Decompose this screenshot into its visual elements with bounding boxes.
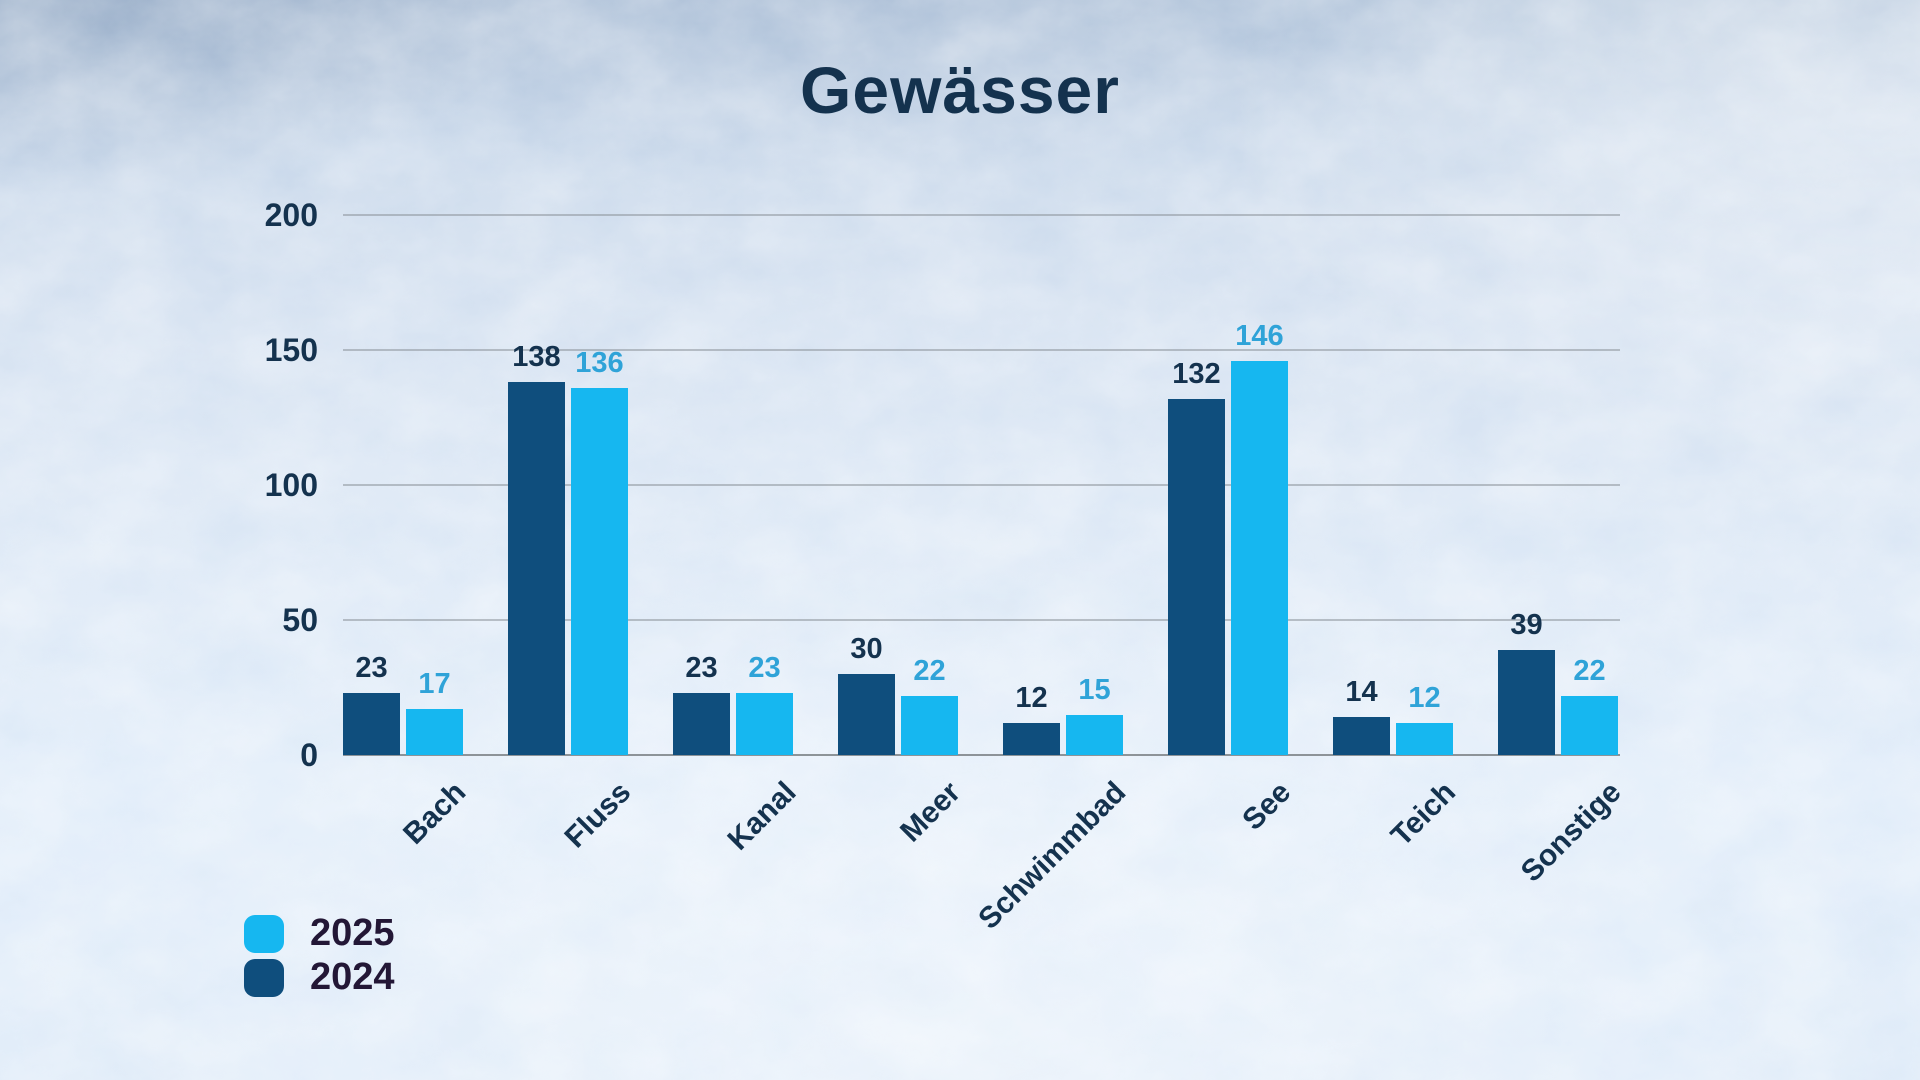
bar-2025-teich [1396, 722, 1453, 755]
chart-legend: 2025 2024 [244, 914, 395, 997]
bar-value-2024-bach: 23 [355, 651, 388, 684]
bar-value-2024-meer: 30 [850, 633, 883, 665]
bar-2024-teich [1333, 717, 1390, 755]
gridline-150 [343, 349, 1620, 351]
bar-2024-meer [838, 674, 895, 755]
gridline-50 [343, 619, 1620, 621]
bar-value-2025-fluss: 136 [575, 346, 624, 379]
bar-value-2025-see: 146 [1235, 319, 1284, 352]
bar-2025-meer [901, 695, 958, 755]
y-axis-tick-0: 0 [300, 737, 318, 773]
x-axis-label-fluss: Fluss [558, 775, 638, 855]
y-axis-tick-50: 50 [282, 602, 318, 638]
bar-2025-see [1231, 360, 1288, 755]
bar-value-2025-sonstige: 22 [1573, 654, 1606, 687]
bar-2025-sonstige [1561, 695, 1618, 755]
bar-2024-bach [343, 692, 400, 755]
x-axis-label-bach: Bach [397, 775, 473, 851]
bar-value-2024-schwimmbad: 12 [1015, 681, 1048, 714]
x-axis-label-meer: Meer [894, 775, 968, 849]
bar-2025-kanal [736, 692, 793, 755]
legend-swatch-2024 [244, 958, 284, 997]
x-axis-label-teich: Teich [1385, 775, 1463, 853]
y-axis-tick-100: 100 [264, 467, 318, 503]
bar-value-2025-bach: 17 [418, 668, 451, 701]
bar-2024-kanal [673, 692, 730, 755]
bar-value-2025-meer: 22 [913, 654, 946, 687]
bar-2024-fluss [508, 382, 565, 755]
x-axis-label-see: See [1236, 775, 1298, 837]
bar-2025-fluss [571, 387, 628, 755]
x-axis-label-sonstige: Sonstige [1514, 775, 1628, 889]
legend-item-2025: 2025 [244, 914, 395, 953]
bar-value-2025-kanal: 23 [748, 651, 781, 684]
bar-2025-bach [406, 709, 463, 755]
bar-2024-sonstige [1498, 649, 1555, 755]
bar-2024-schwimmbad [1003, 722, 1060, 755]
x-axis-label-kanal: Kanal [721, 775, 803, 857]
chart-title: Gewässer [800, 53, 1120, 127]
bar-value-2024-sonstige: 39 [1510, 608, 1543, 641]
bar-value-2025-teich: 12 [1408, 681, 1441, 714]
bar-value-2024-kanal: 23 [685, 651, 718, 684]
legend-label-2025: 2025 [310, 912, 395, 954]
bar-2024-see [1168, 398, 1225, 755]
bar-value-2024-see: 132 [1172, 357, 1221, 390]
gridline-100 [343, 484, 1620, 486]
legend-swatch-2025 [244, 914, 284, 953]
legend-item-2024: 2024 [244, 958, 395, 997]
y-axis-tick-200: 200 [264, 197, 318, 233]
bar-value-2024-fluss: 138 [512, 341, 561, 374]
gridline-200 [343, 214, 1620, 216]
bar-value-2025-schwimmbad: 15 [1078, 673, 1111, 706]
bar-2025-schwimmbad [1066, 714, 1123, 755]
legend-label-2024: 2024 [310, 956, 395, 998]
y-axis-tick-150: 150 [264, 332, 318, 368]
bar-value-2024-teich: 14 [1345, 676, 1378, 709]
gridline-0 [343, 754, 1620, 756]
x-axis-label-schwimmbad: Schwimmbad [972, 775, 1133, 936]
